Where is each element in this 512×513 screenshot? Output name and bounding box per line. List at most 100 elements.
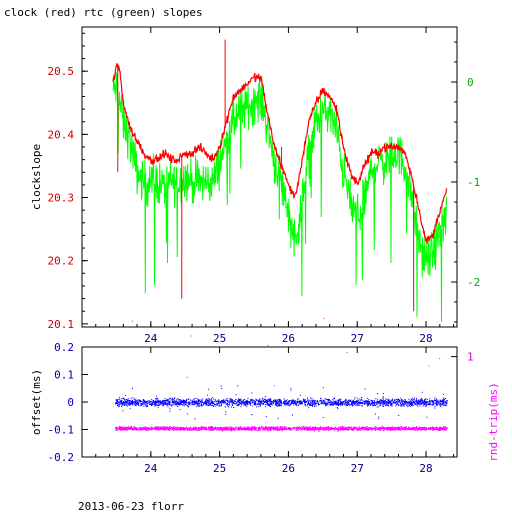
offset-point <box>223 403 224 404</box>
offset-point <box>429 404 430 405</box>
offset-point <box>331 403 332 404</box>
rndtrip-point <box>115 429 116 430</box>
rndtrip-point <box>349 427 350 428</box>
offset-point <box>120 402 121 403</box>
offset-point <box>171 406 172 407</box>
offset-point <box>239 404 240 405</box>
offset-point <box>333 405 334 406</box>
rndtrip-point <box>206 427 207 428</box>
offset-point <box>434 408 435 409</box>
offset-point <box>329 402 330 403</box>
offset-point <box>364 388 365 389</box>
offset-point <box>387 403 388 404</box>
offset-point <box>254 404 255 405</box>
offset-point <box>266 401 267 402</box>
rndtrip-point <box>302 429 303 430</box>
rndtrip-point <box>261 426 262 427</box>
rndtrip-point <box>148 430 149 431</box>
rndtrip-point <box>334 428 335 429</box>
offset-point <box>367 406 368 407</box>
offset-point <box>280 399 281 400</box>
offset-point <box>278 405 279 406</box>
offset-point <box>293 405 294 406</box>
offset-point <box>388 406 389 407</box>
offset-point <box>396 405 397 406</box>
offset-point <box>164 400 165 401</box>
offset-point <box>198 399 199 400</box>
offset-point <box>426 417 427 418</box>
rndtrip-point <box>258 429 259 430</box>
offset-point <box>429 401 430 402</box>
offset-point <box>239 399 240 400</box>
offset-point <box>337 403 338 404</box>
offset-point <box>295 400 296 401</box>
rndtrip-point <box>229 430 230 431</box>
offset-point <box>282 403 283 404</box>
offset-point <box>357 398 358 399</box>
rndtrip-point <box>146 429 147 430</box>
top-y-axis-label: clockslope <box>30 144 43 210</box>
offset-point <box>153 400 154 401</box>
offset-point <box>216 401 217 402</box>
rndtrip-point <box>272 428 273 429</box>
offset-point <box>367 398 368 399</box>
offset-point <box>422 403 423 404</box>
rndtrip-point <box>417 430 418 431</box>
offset-point <box>333 403 334 404</box>
rndtrip-point <box>145 428 146 429</box>
offset-point <box>354 401 355 402</box>
offset-point <box>320 398 321 399</box>
offset-point <box>436 402 437 403</box>
offset-point <box>352 401 353 402</box>
rndtrip-point <box>383 427 384 428</box>
offset-point <box>218 401 219 402</box>
rndtrip-point <box>211 430 212 431</box>
offset-point <box>229 399 230 400</box>
offset-point <box>373 403 374 404</box>
rndtrip-point <box>170 427 171 428</box>
offset-point <box>124 401 125 402</box>
rndtrip-point <box>231 430 232 431</box>
offset-point <box>119 404 120 405</box>
rndtrip-point <box>266 426 267 427</box>
offset-point <box>303 401 304 402</box>
offset-point <box>319 404 320 405</box>
offset-point <box>172 402 173 403</box>
offset-point <box>364 404 365 405</box>
offset-point <box>119 406 120 407</box>
offset-point <box>169 398 170 399</box>
top-y-left-tick-label: 20.3 <box>48 192 75 205</box>
offset-point <box>341 404 342 405</box>
offset-point <box>125 395 126 396</box>
offset-point <box>196 401 197 402</box>
offset-point <box>291 390 292 391</box>
offset-point <box>297 401 298 402</box>
offset-point <box>263 404 264 405</box>
offset-point <box>431 400 432 401</box>
offset-point <box>347 401 348 402</box>
offset-point <box>305 405 306 406</box>
offset-point <box>393 401 394 402</box>
offset-point <box>435 398 436 399</box>
offset-point <box>378 416 379 417</box>
offset-point <box>252 400 253 401</box>
offset-point <box>175 401 176 402</box>
offset-point <box>125 402 126 403</box>
rndtrip-point <box>415 429 416 430</box>
offset-point <box>234 401 235 402</box>
offset-point <box>296 403 297 404</box>
rndtrip-point <box>132 321 133 322</box>
offset-point <box>334 403 335 404</box>
rndtrip-point <box>346 429 347 430</box>
offset-point <box>235 401 236 402</box>
offset-point <box>357 404 358 405</box>
offset-point <box>349 405 350 406</box>
offset-point <box>122 410 123 411</box>
rndtrip-point <box>320 426 321 427</box>
rndtrip-point <box>235 428 236 429</box>
offset-point <box>413 402 414 403</box>
offset-point <box>152 402 153 403</box>
offset-point <box>342 401 343 402</box>
rndtrip-point <box>152 428 153 429</box>
offset-point <box>135 399 136 400</box>
